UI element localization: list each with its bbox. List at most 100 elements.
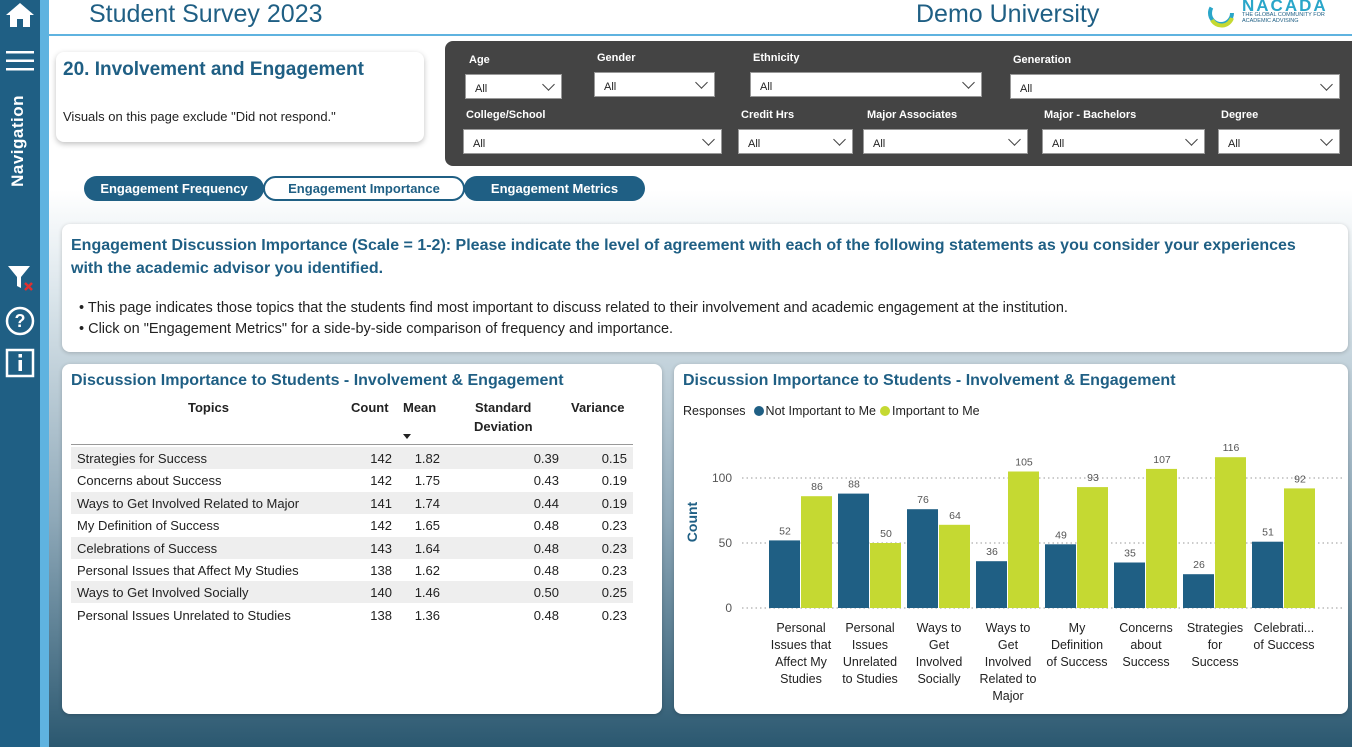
tab-engagement-frequency[interactable]: Engagement Frequency [84,176,264,201]
bar[interactable] [1284,488,1315,608]
bar[interactable] [1183,574,1214,608]
x-tick-label: Personal [845,621,894,635]
table-row[interactable]: Ways to Get Involved Socially 140 1.46 0.50… [71,581,633,604]
table-row[interactable]: My Definition of Success 142 1.65 0.48 0.23 [71,514,633,536]
degree-filter-dropdown[interactable]: All [1218,129,1340,154]
table-row[interactable]: Personal Issues that Affect My Studies 13… [71,559,633,581]
cell-mean: 1.36 [414,607,440,623]
bar[interactable] [838,493,869,608]
bar[interactable] [1146,468,1177,608]
cell-mean: 1.65 [414,518,440,534]
col-header-sd-line2[interactable]: Deviation [474,419,533,434]
generation-filter-dropdown[interactable]: All [1010,74,1340,99]
bar[interactable] [939,524,970,608]
data-label: 107 [1153,454,1171,466]
bar[interactable] [976,561,1007,608]
cell-mean: 1.64 [414,540,440,556]
chevron-down-icon [962,76,975,89]
bar[interactable] [1077,487,1108,608]
tab-engagement-metrics[interactable]: Engagement Metrics [464,176,645,201]
credit-hrs-filter-value: All [748,138,761,150]
cell-count: 141 [370,495,392,511]
svg-text:?: ? [15,311,26,331]
y-tick-label: 100 [712,471,732,485]
x-tick-label: Personal [776,621,825,635]
data-label: 26 [1193,559,1205,571]
cell-sd: 0.48 [533,518,559,534]
chevron-down-icon [1008,133,1021,146]
major-associates-filter-dropdown[interactable]: All [863,129,1028,154]
bar[interactable] [907,509,938,608]
x-tick-label: Concerns [1119,621,1173,635]
col-header-sd-line1[interactable]: Standard [475,400,532,415]
credit-hrs-filter-dropdown[interactable]: All [738,129,853,154]
chevron-down-icon [1320,133,1333,146]
x-tick-label: Ways to [917,621,962,635]
chart-legend: Responses Not Important to Me Important … [683,404,980,418]
page-note: Visuals on this page exclude "Did not re… [63,109,336,124]
chevron-down-icon [1185,133,1198,146]
cell-count: 143 [370,540,392,556]
cell-mean: 1.46 [414,585,440,601]
data-label: 51 [1262,527,1274,539]
cell-var: 0.23 [601,563,627,578]
info-icon[interactable] [4,348,36,378]
bar[interactable] [1252,541,1283,608]
bar[interactable] [1114,562,1145,609]
description-bullet-1: • This page indicates those topics that … [79,300,1068,316]
left-navigation-bar: Navigation ? [0,0,40,747]
bar[interactable] [769,540,800,608]
cell-var: 0.23 [601,540,627,556]
cell-var: 0.19 [601,473,627,489]
col-header-mean[interactable]: Mean [403,400,437,415]
cell-sd: 0.48 [533,540,559,556]
legend-item-not-important[interactable]: Not Important to Me [765,404,877,418]
table-row[interactable]: Strategies for Success 142 1.82 0.39 0.15 [71,447,633,469]
data-label: 88 [848,479,860,491]
gender-filter-label: Gender [597,52,636,64]
bar[interactable] [1045,544,1076,608]
chevron-down-icon [695,76,708,89]
legend-dot-important [880,406,891,416]
y-axis-title: Count [684,501,700,542]
major-associates-filter-value: All [873,138,886,150]
major-bachelors-filter-dropdown[interactable]: All [1042,129,1205,154]
nacada-logo-mark-icon [1208,0,1234,28]
x-tick-label: Success [1122,655,1169,669]
menu-icon[interactable] [4,50,36,72]
x-tick-label: Strategies [1187,621,1243,635]
x-tick-label: Issues that [771,638,832,652]
page-title-card: 20. Involvement and Engagement Visuals o… [56,52,424,142]
bar[interactable] [801,496,832,608]
tab-engagement-importance[interactable]: Engagement Importance [263,176,465,201]
cell-topic: My Definition of Success [77,518,220,534]
table-title: Discussion Importance to Students - Invo… [71,372,564,389]
home-icon[interactable] [4,2,36,28]
col-header-count[interactable]: Count [351,400,389,415]
gender-filter-dropdown[interactable]: All [594,72,715,97]
table-row[interactable]: Personal Issues Unrelated to Studies 138 1… [71,604,633,626]
bar[interactable] [1008,471,1039,609]
table-row[interactable]: Ways to Get Involved Related to Major 141… [71,491,633,514]
cell-var: 0.23 [601,607,627,623]
cell-mean: 1.82 [414,451,440,466]
table-row[interactable]: Concerns about Success 142 1.75 0.43 0.19 [71,469,633,491]
col-header-topics[interactable]: Topics [188,400,229,415]
x-tick-label: Success [1191,655,1238,669]
table-row[interactable]: Celebrations of Success 143 1.64 0.48 0.23 [71,536,633,559]
bar[interactable] [1215,457,1246,608]
help-icon[interactable]: ? [4,306,36,336]
col-header-variance[interactable]: Variance [571,400,625,415]
header-divider [71,444,633,445]
age-filter-dropdown[interactable]: All [465,74,562,99]
legend-item-important[interactable]: Important to Me [892,404,980,418]
bar[interactable] [870,543,901,608]
x-tick-label: Major [992,689,1023,703]
college-filter-dropdown[interactable]: All [463,129,722,154]
sort-descending-icon [403,434,411,439]
x-tick-label: Involved [916,655,963,669]
x-tick-label: about [1130,638,1162,652]
clear-filter-icon[interactable] [4,264,36,292]
ethnicity-filter-dropdown[interactable]: All [750,72,982,97]
major-associates-filter-label: Major Associates [867,109,958,121]
